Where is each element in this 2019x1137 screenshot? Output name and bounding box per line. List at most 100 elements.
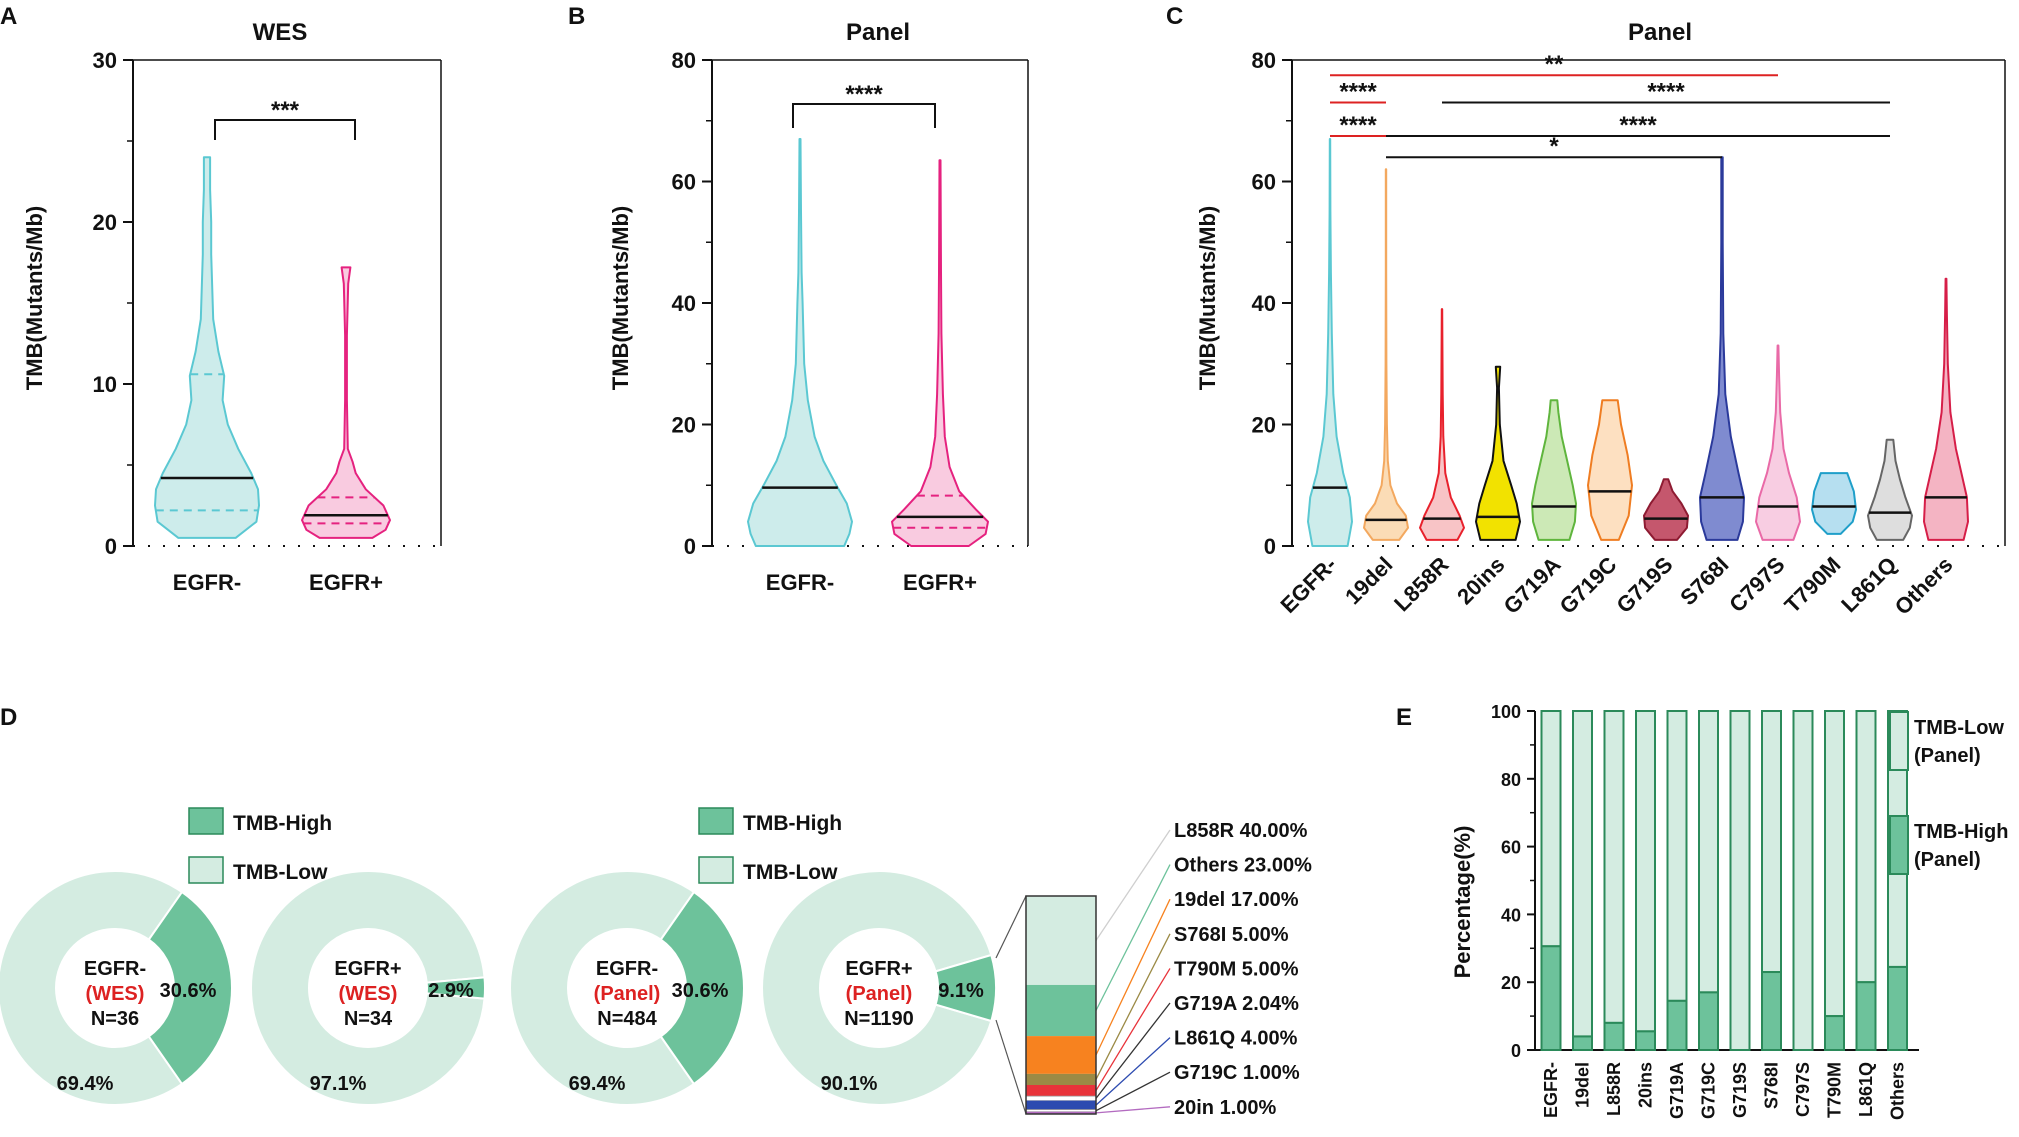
donut-2-high-slice <box>659 890 745 1086</box>
panel-e-bar-low-8 <box>1792 710 1814 1051</box>
donut-3-high-label: 9.1% <box>938 980 984 1002</box>
breakdown-segment-2 <box>1026 1036 1096 1074</box>
panel-d: TMB-High TMB-Low TMB-High TMB-Low EGFR- (… <box>0 807 1312 1119</box>
panel-e-y-tick-label: 100 <box>1491 702 1521 722</box>
panel-e-bar-high-0 <box>1540 945 1562 1051</box>
panel-c-bracket-label-4: **** <box>1619 112 1657 139</box>
panel-c-y-tick-label: 20 <box>1252 413 1276 438</box>
breakdown-leader-2 <box>1095 898 1171 1056</box>
panel-e-ylabel: Percentage(%) <box>1450 826 1475 979</box>
panel-c-y-tick-label: 40 <box>1252 291 1276 316</box>
breakdown-label-5: G719A 2.04% <box>1174 993 1299 1015</box>
panel-b-ylabel: TMB(Mutants/Mb) <box>608 206 633 391</box>
breakdown-label-7: G719C 1.00% <box>1174 1062 1300 1084</box>
donut-2-low-label: 69.4% <box>569 1073 626 1095</box>
panel-b: Panel TMB(Mutants/Mb) 0 20 40 60 80 EGFR- EG… <box>608 19 1029 595</box>
panel-c-bracket-label-5: * <box>1549 133 1559 160</box>
panel-c-category-l858r: L858R <box>1389 552 1453 616</box>
panel-b-category-egfr-neg: EGFR- <box>766 570 834 595</box>
legend-swatch-tmb-low-2 <box>698 856 734 884</box>
panel-c-category-others: Others <box>1890 552 1958 620</box>
panel-e-category-19del: 19del <box>1573 1062 1593 1108</box>
breakdown-leader-8 <box>1095 1106 1171 1114</box>
panel-a-significance-bracket <box>214 119 356 140</box>
panel-e-y-tick-label: 20 <box>1501 973 1521 993</box>
panel-c-category-g719c: G719C <box>1555 552 1622 619</box>
donut-3-low-label: 90.1% <box>821 1073 878 1095</box>
panel-e-category-t790m: T790M <box>1825 1062 1845 1118</box>
legend-swatch-tmb-low-1 <box>188 856 224 884</box>
breakdown-segment-4 <box>1026 1085 1096 1097</box>
donut-3-high-slice <box>934 953 997 1023</box>
panel-e-bar-low-2 <box>1603 710 1625 1024</box>
panel-e-bar-high-2 <box>1603 1021 1625 1052</box>
panel-c-violin-6-body <box>1643 478 1689 541</box>
panel-c-violin-10-body <box>1867 438 1913 541</box>
panel-c-category-egfr: EGFR- <box>1275 552 1341 618</box>
donut-3-low-slice <box>761 870 993 1106</box>
donut-0-label-line2: (WES) <box>86 983 145 1005</box>
panel-b-y-tick-label: 60 <box>672 170 696 195</box>
panel-c-category-g719s: G719S <box>1611 552 1677 618</box>
breakdown-leader-0 <box>1095 829 1171 941</box>
panel-c-violin-3-body <box>1475 365 1521 541</box>
breakdown-label-1: Others 23.00% <box>1174 855 1312 877</box>
panel-e-legend-swatch-low <box>1889 711 1909 771</box>
panel-a-y-tick-label: 20 <box>93 210 117 235</box>
breakdown-connector-top <box>995 895 1027 959</box>
donut-1-n: N=34 <box>344 1008 393 1030</box>
panel-c-violin-8-body <box>1755 344 1801 541</box>
panel-e-bar-low-7 <box>1761 710 1782 974</box>
legend-swatch-tmb-high-2 <box>698 807 734 835</box>
panel-e-bar-low-1 <box>1572 710 1593 1038</box>
donut-1-low-label: 97.1% <box>310 1073 367 1095</box>
panel-e-bar-low-5 <box>1698 710 1719 994</box>
panel-b-category-egfr-pos: EGFR+ <box>903 570 977 595</box>
breakdown-label-4: T790M 5.00% <box>1174 958 1299 980</box>
panel-e-bar-low-6 <box>1729 710 1751 1051</box>
panel-e-category-s768i: S768I <box>1762 1062 1782 1109</box>
panel-e-category-l861q: L861Q <box>1856 1062 1876 1117</box>
donut-2-high-label: 30.6% <box>672 980 729 1002</box>
donut-3-label-line1: EGFR+ <box>845 958 912 980</box>
panel-c-violin-11-body <box>1923 277 1969 541</box>
breakdown-leader-5 <box>1095 1002 1171 1099</box>
legend-label-tmb-low-2: TMB-Low <box>743 861 838 884</box>
panel-c-violin-0-body <box>1307 138 1353 547</box>
panel-letter-b: B <box>568 3 585 30</box>
panel-e-bar-high-9 <box>1824 1015 1845 1051</box>
panel-e-legend-low-line2: (Panel) <box>1914 745 1981 767</box>
panel-e-category-g719a: G719A <box>1667 1062 1687 1119</box>
panel-e-category-l858r: L858R <box>1604 1062 1624 1116</box>
donut-3-label-line2: (Panel) <box>846 983 913 1005</box>
panel-c-violin-4-body <box>1531 399 1577 541</box>
panel-c-title: Panel <box>1628 19 1692 46</box>
donut-1-low-slice <box>250 870 486 1106</box>
panel-e-bar-high-4 <box>1666 999 1688 1051</box>
panel-letter-c: C <box>1166 3 1183 30</box>
donut-0-label-line1: EGFR- <box>84 958 146 980</box>
breakdown-label-3: S768I 5.00% <box>1174 924 1289 946</box>
panel-c-category-g719a: G719A <box>1499 552 1566 619</box>
donut-1-high-slice <box>425 976 487 1000</box>
donut-0-high-slice <box>147 890 233 1086</box>
breakdown-label-2: 19del 17.00% <box>1174 889 1299 911</box>
panel-letter-d: D <box>0 704 17 731</box>
panel-a-ylabel: TMB(Mutants/Mb) <box>22 206 47 391</box>
breakdown-label-0: L858R 40.00% <box>1174 820 1308 842</box>
donut-0-n: N=36 <box>91 1008 139 1030</box>
panel-e-bar-high-11 <box>1887 965 1908 1052</box>
panel-a-y-tick-label: 10 <box>93 372 117 397</box>
panel-b-y-tick-label: 20 <box>672 413 696 438</box>
panel-e-bar-low-4 <box>1666 710 1688 1002</box>
panel-e-legend-swatch-high <box>1889 815 1909 875</box>
donut-1-high-label: 2.9% <box>428 980 474 1002</box>
panel-e-y-tick-label: 0 <box>1511 1041 1521 1061</box>
breakdown-bar-outline <box>1025 895 1097 1115</box>
panel-c-bracket-label-2: **** <box>1647 79 1685 106</box>
panel-c-bracket-label-3: **** <box>1339 112 1377 139</box>
legend-label-tmb-high-2: TMB-High <box>743 812 842 835</box>
panel-c-category-t790m: T790M <box>1779 552 1845 618</box>
panel-letter-e: E <box>1396 704 1412 731</box>
